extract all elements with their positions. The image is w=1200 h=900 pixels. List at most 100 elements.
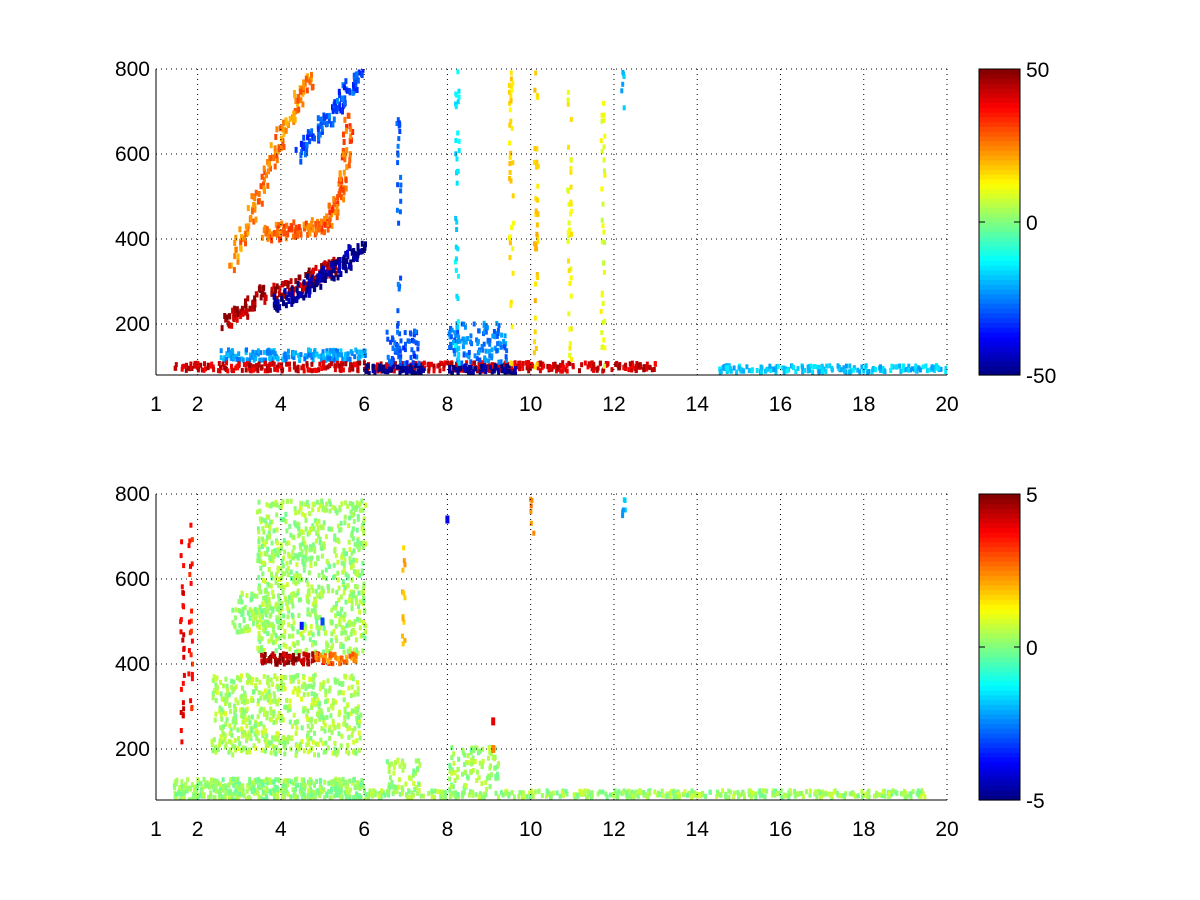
heatmap-cell <box>398 122 402 128</box>
heatmap-cell <box>349 349 353 355</box>
heatmap-cell <box>345 147 349 154</box>
heatmap-cell <box>499 344 503 350</box>
heatmap-cell <box>895 364 899 370</box>
heatmap-cell <box>497 359 501 365</box>
heatmap-cell <box>268 556 272 562</box>
heatmap-cell <box>536 197 540 203</box>
heatmap-cell <box>419 367 423 373</box>
heatmap-feature-band <box>364 363 425 375</box>
heatmap-cell <box>284 784 287 790</box>
heatmap-cell <box>275 512 279 518</box>
colorbar-step <box>979 293 1020 300</box>
heatmap-cell <box>490 369 494 375</box>
heatmap-cell <box>254 683 258 688</box>
heatmap-cell <box>261 782 265 788</box>
heatmap-cell <box>356 720 359 726</box>
heatmap-cell <box>282 661 286 667</box>
heatmap-cell <box>880 793 884 798</box>
heatmap-cell <box>266 235 270 242</box>
heatmap-cell <box>335 601 338 606</box>
heatmap-cell <box>355 600 359 606</box>
heatmap-cell <box>259 294 263 301</box>
heatmap-cell <box>236 253 240 260</box>
heatmap-cell <box>286 778 290 784</box>
heatmap-cell <box>396 143 400 149</box>
heatmap-cell <box>291 723 294 729</box>
heatmap-cell <box>295 743 299 749</box>
heatmap-cell <box>407 775 411 781</box>
heatmap-cell <box>401 641 405 647</box>
heatmap-cell <box>602 157 606 163</box>
heatmap-cell <box>259 183 263 190</box>
heatmap-cell <box>456 766 460 772</box>
heatmap-cell <box>305 716 309 722</box>
heatmap-cell <box>280 575 284 581</box>
heatmap-cell <box>437 362 441 368</box>
heatmap-cell <box>262 560 266 566</box>
heatmap-cell <box>305 647 309 653</box>
heatmap-cell <box>308 367 312 373</box>
heatmap-cell <box>481 367 484 373</box>
heatmap-cell <box>257 575 261 581</box>
heatmap-cell <box>193 360 197 366</box>
heatmap-cell <box>243 746 247 752</box>
colorbar-step <box>979 709 1020 715</box>
heatmap-cell <box>492 329 496 334</box>
heatmap-cell <box>402 590 406 596</box>
heatmap-cell <box>390 367 394 372</box>
heatmap-cell <box>205 780 209 786</box>
heatmap-cell <box>271 652 275 658</box>
heatmap-cell <box>603 168 606 174</box>
heatmap-cell <box>357 545 361 551</box>
heatmap-cell <box>273 502 276 507</box>
heatmap-cell <box>223 744 227 750</box>
heatmap-cell <box>322 542 325 548</box>
heatmap-cell <box>220 707 224 713</box>
heatmap-cell <box>253 299 257 305</box>
heatmap-cell <box>251 299 255 306</box>
heatmap-cell <box>267 742 271 748</box>
heatmap-cell <box>239 313 243 320</box>
heatmap-cell <box>396 329 400 335</box>
heatmap-cell <box>716 791 720 797</box>
heatmap-cell <box>361 507 365 513</box>
heatmap-cell <box>342 547 346 553</box>
heatmap-cell <box>488 341 492 347</box>
heatmap-cell <box>288 523 292 529</box>
heatmap-cell <box>296 719 299 725</box>
heatmap-cell <box>867 794 871 800</box>
heatmap-cell <box>253 195 257 202</box>
heatmap-cell <box>442 366 446 372</box>
heatmap-cell <box>303 356 307 362</box>
heatmap-cell <box>504 358 508 363</box>
heatmap-cell <box>799 791 803 797</box>
x-tick-label: 10 <box>519 393 542 416</box>
heatmap-cell <box>265 539 269 545</box>
heatmap-cell <box>352 622 356 627</box>
heatmap-cell <box>842 365 846 371</box>
heatmap-cell <box>257 634 261 640</box>
heatmap-cell <box>453 770 457 776</box>
heatmap-cell <box>307 279 311 286</box>
heatmap-cell <box>259 779 263 784</box>
heatmap-cell <box>343 714 347 720</box>
heatmap-cell <box>469 371 473 375</box>
heatmap-cell <box>422 360 426 366</box>
heatmap-cell <box>320 726 324 732</box>
heatmap-cell <box>278 230 282 237</box>
heatmap-cell <box>569 275 573 281</box>
heatmap-cell <box>196 367 200 373</box>
heatmap-cell <box>324 534 328 540</box>
heatmap-cell <box>358 735 362 741</box>
heatmap-feature-column <box>187 522 194 712</box>
heatmap-cell <box>297 526 301 532</box>
heatmap-feature-point <box>320 617 325 626</box>
heatmap-cell <box>240 693 244 699</box>
heatmap-cell <box>323 795 327 800</box>
heatmap-cell <box>602 260 606 266</box>
heatmap-cell <box>794 369 798 374</box>
heatmap-cell <box>364 241 367 248</box>
heatmap-cell <box>250 695 254 701</box>
heatmap-cell <box>352 248 356 254</box>
heatmap-cell <box>660 788 664 794</box>
